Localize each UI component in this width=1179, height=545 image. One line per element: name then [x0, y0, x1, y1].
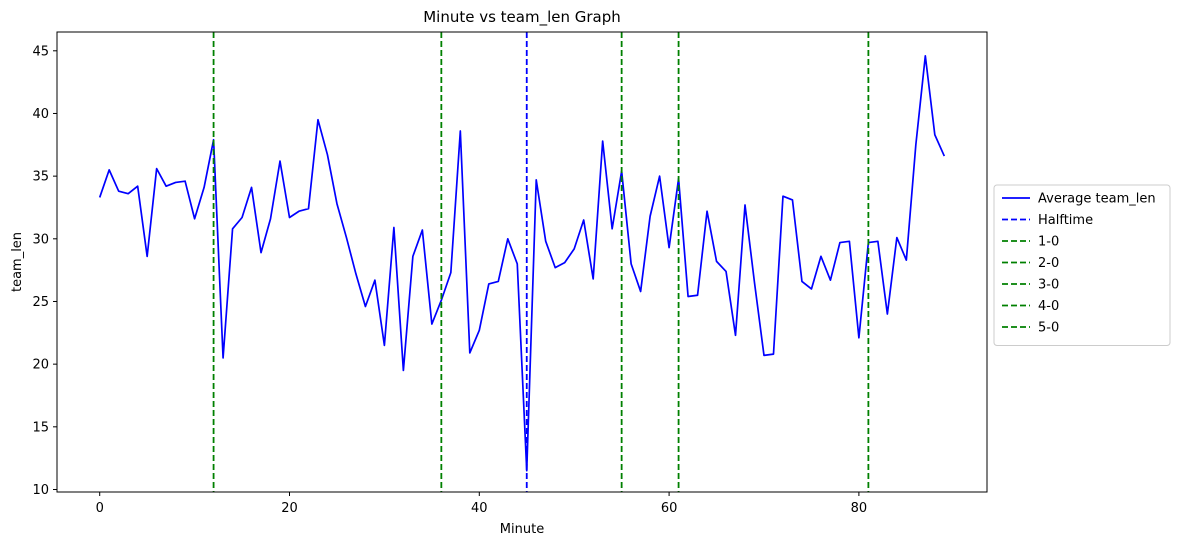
x-tick-label: 0: [96, 501, 104, 516]
axes: 0 20 40 60 80 10 15 20 25 30 35 40 45: [32, 44, 867, 516]
legend: Average team_len Halftime 1-0 2-0 3-0 4-0 5-0: [993, 184, 1171, 346]
y-tick-label: 40: [32, 107, 49, 122]
legend-label: Halftime: [1038, 213, 1093, 228]
x-axis-label: Minute: [500, 522, 544, 537]
y-tick-label: 30: [32, 232, 49, 247]
x-tick-label: 40: [471, 501, 488, 516]
legend-label: 4-0: [1038, 299, 1059, 314]
x-tick-label: 60: [661, 501, 678, 516]
x-tick-label: 80: [851, 501, 868, 516]
series-line-0: [98, 54, 946, 472]
y-tick-label: 25: [32, 295, 49, 310]
legend-label: Average team_len: [1038, 192, 1156, 207]
legend-box: [993, 184, 1171, 346]
legend-label: 1-0: [1038, 235, 1059, 250]
x-tick-label: 20: [281, 501, 298, 516]
legend-label: 5-0: [1038, 321, 1059, 336]
y-axis-label: team_len: [10, 232, 25, 292]
y-tick-label: 10: [32, 483, 49, 498]
y-tick-label: 15: [32, 420, 49, 435]
plot-area: [98, 32, 946, 492]
legend-label: 2-0: [1038, 256, 1059, 271]
plot-frame: [56, 31, 988, 493]
legend-label: 3-0: [1038, 278, 1059, 293]
y-tick-label: 45: [32, 44, 49, 59]
y-tick-label: 35: [32, 170, 49, 185]
chart-title: Minute vs team_len Graph: [423, 8, 621, 27]
y-tick-label: 20: [32, 358, 49, 373]
